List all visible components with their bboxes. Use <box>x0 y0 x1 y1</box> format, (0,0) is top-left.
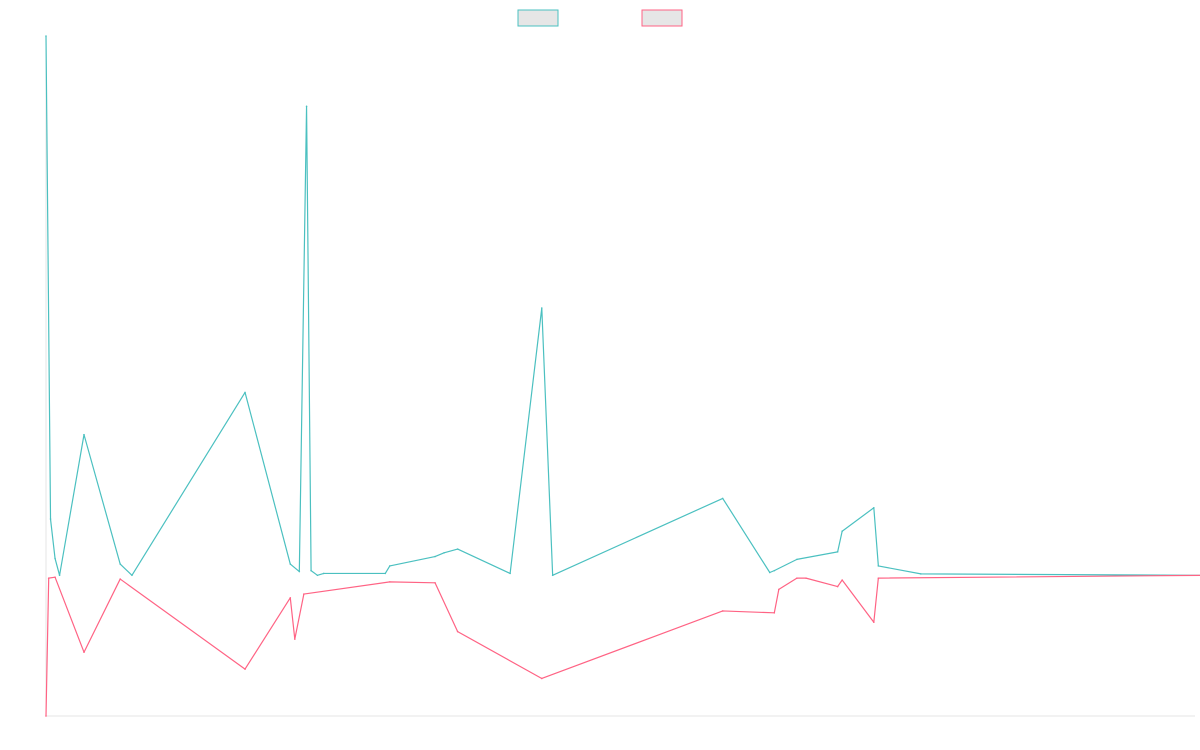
series-1-point-18 <box>836 585 839 588</box>
series-0-point-6 <box>131 574 133 577</box>
series-0-point-13 <box>322 572 325 575</box>
series-0-point-26 <box>836 551 839 553</box>
series-1-point-0 <box>45 715 47 717</box>
series-1-point-7 <box>294 638 296 640</box>
series-0-point-8 <box>289 563 292 565</box>
series-0-point-3 <box>58 574 61 577</box>
series-line-1 <box>45 574 1200 717</box>
series-1-point-9 <box>389 581 391 583</box>
series-1-point-10 <box>434 582 436 584</box>
series-1-point-19 <box>841 579 843 581</box>
series-1-point-4 <box>119 578 121 580</box>
series-1-point-16 <box>796 577 798 579</box>
series-0-point-4 <box>83 433 85 436</box>
series-1-point-21 <box>877 577 880 579</box>
series-1-point-5 <box>244 668 246 670</box>
series-0-point-23 <box>768 571 771 574</box>
series-0-point-7 <box>244 391 246 394</box>
series-0-point-24 <box>773 569 776 572</box>
series-1-point-17 <box>805 577 807 579</box>
series-0-point-28 <box>873 506 875 509</box>
series-0-point-27 <box>841 530 843 533</box>
series-1-point-6 <box>289 597 292 599</box>
legend[interactable] <box>517 9 683 27</box>
series-1-point-11 <box>456 630 459 633</box>
series-line-0 <box>45 35 1200 576</box>
series-1-point-8 <box>303 593 305 595</box>
series-1-point-12 <box>540 677 543 680</box>
series-1-point-2 <box>54 576 56 578</box>
series-1-point-3 <box>83 651 85 654</box>
series-0-point-12 <box>316 574 319 577</box>
series-1-point-14 <box>773 612 776 614</box>
series-layer <box>45 35 1200 717</box>
series-0-point-5 <box>119 563 121 565</box>
series-0-point-1 <box>49 518 52 520</box>
series-1-point-20 <box>873 621 875 624</box>
series-0-point-18 <box>456 548 459 550</box>
series-0-point-20 <box>540 307 543 309</box>
series-0-point-25 <box>796 558 798 561</box>
axes <box>45 36 1195 717</box>
series-0-point-14 <box>384 572 387 575</box>
series-0-point-19 <box>509 572 511 575</box>
series-0-point-21 <box>551 574 554 577</box>
series-1-point-15 <box>778 588 780 591</box>
series-1-point-1 <box>47 577 50 579</box>
legend-swatch-0[interactable] <box>517 9 559 27</box>
series-0-point-0 <box>45 35 47 37</box>
series-1-point-13 <box>721 610 724 612</box>
series-0-point-10 <box>305 105 308 108</box>
series-0-point-9 <box>298 570 301 573</box>
series-0-point-29 <box>877 565 880 567</box>
series-0-point-11 <box>310 569 312 572</box>
series-0-point-22 <box>721 497 724 500</box>
legend-swatch-1[interactable] <box>641 9 683 27</box>
series-0-point-17 <box>443 552 445 554</box>
series-0-point-15 <box>389 565 391 567</box>
series-0-point-2 <box>54 557 56 560</box>
series-0-point-30 <box>920 573 922 575</box>
series-0-point-16 <box>434 555 436 558</box>
